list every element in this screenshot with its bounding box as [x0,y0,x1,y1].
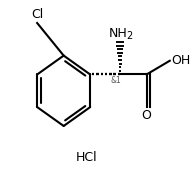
Text: NH: NH [109,27,128,40]
Text: &1: &1 [111,76,122,85]
Text: 2: 2 [126,31,132,41]
Text: O: O [141,109,151,122]
Text: HCl: HCl [76,151,98,164]
Text: Cl: Cl [31,8,43,21]
Text: OH: OH [171,54,191,67]
